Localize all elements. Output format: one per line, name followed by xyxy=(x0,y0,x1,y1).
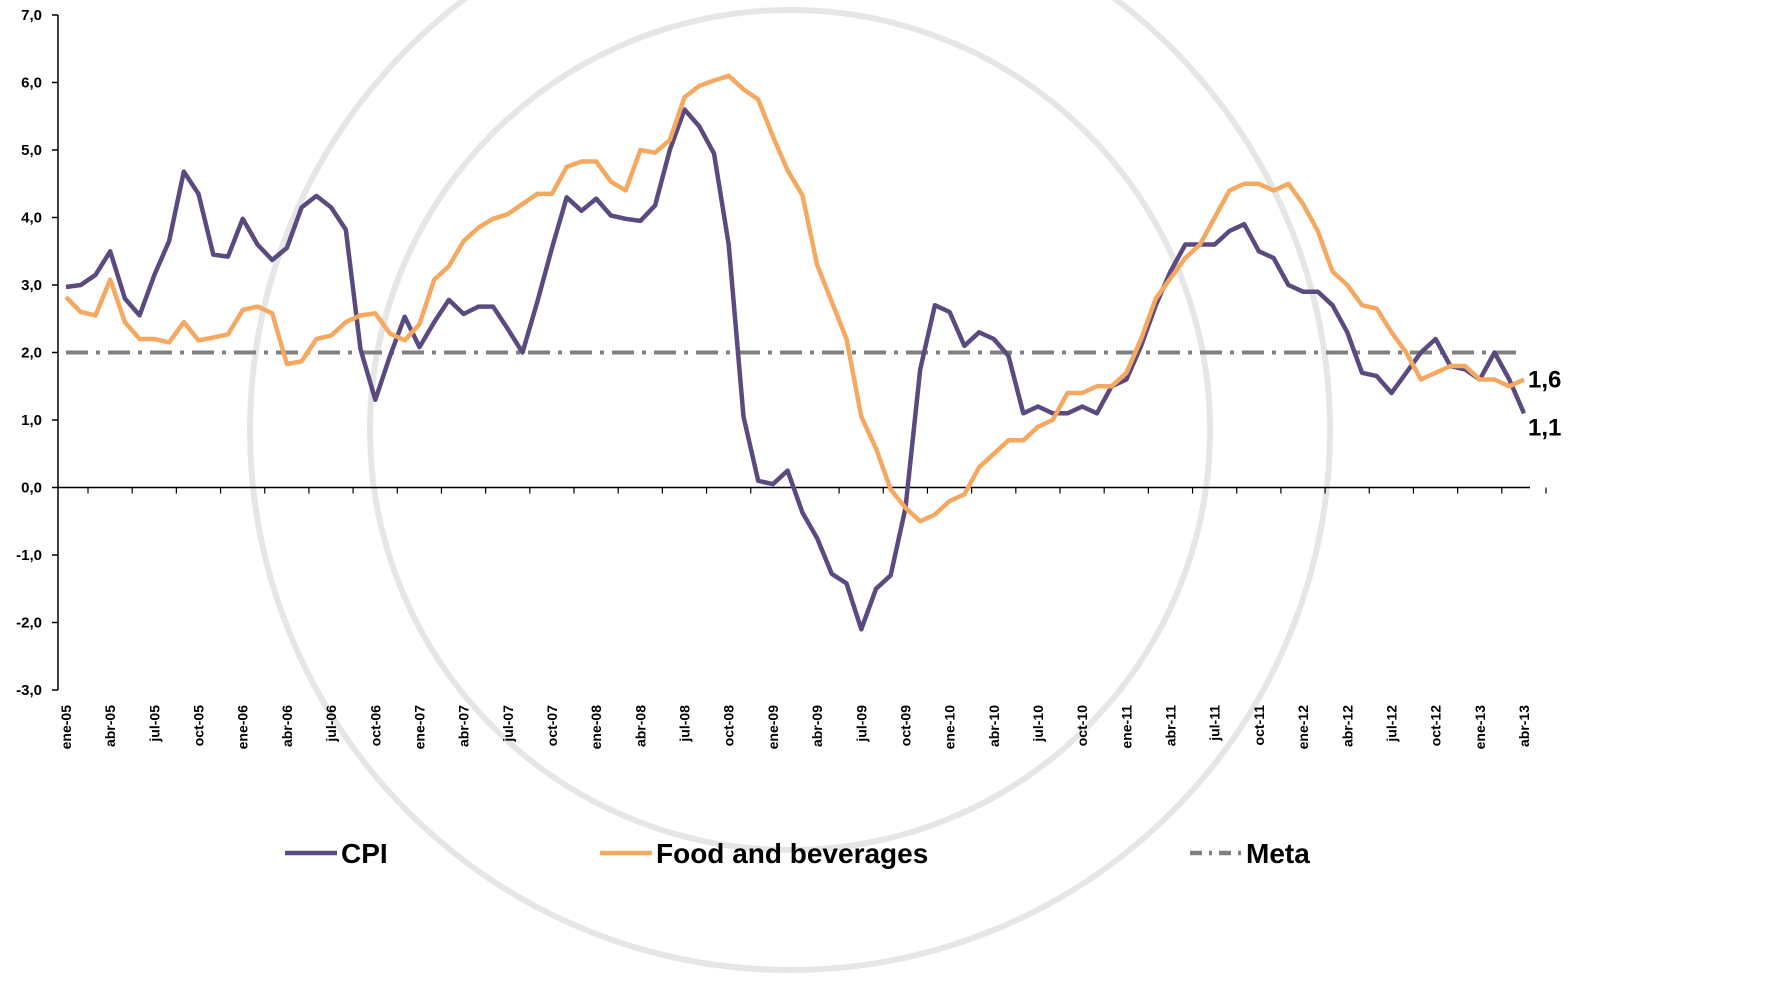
x-tick-label: jul-11 xyxy=(1207,705,1223,742)
x-tick-label: jul-08 xyxy=(677,705,693,743)
x-tick-label: ene-13 xyxy=(1472,705,1488,750)
x-tick-label: oct-09 xyxy=(897,705,913,746)
x-tick-label: jul-12 xyxy=(1383,705,1399,743)
x-tick-label: ene-07 xyxy=(411,705,427,750)
x-tick-label: oct-06 xyxy=(367,705,383,746)
x-tick-label: abr-12 xyxy=(1339,705,1355,747)
y-tick-label: -1,0 xyxy=(16,547,42,564)
x-tick-label: abr-05 xyxy=(102,705,118,747)
legend-label: Food and beverages xyxy=(656,838,928,869)
x-tick-label: ene-06 xyxy=(235,705,251,750)
y-tick-label: 4,0 xyxy=(21,210,42,227)
legend-label: CPI xyxy=(341,838,388,869)
x-tick-label: jul-07 xyxy=(500,705,516,743)
legend-label: Meta xyxy=(1246,838,1310,869)
data-label: 1,1 xyxy=(1528,414,1561,441)
x-tick-label: ene-09 xyxy=(765,705,781,750)
y-tick-label: 1,0 xyxy=(21,412,42,429)
watermark xyxy=(247,0,1333,973)
x-tick-label: jul-10 xyxy=(1030,705,1046,743)
x-tick-label: oct-12 xyxy=(1428,705,1444,746)
x-tick-label: ene-10 xyxy=(942,705,958,750)
x-tick-label: abr-10 xyxy=(986,705,1002,747)
y-tick-label: 5,0 xyxy=(21,142,42,159)
y-tick-label: -3,0 xyxy=(16,682,42,699)
x-tick-label: oct-08 xyxy=(721,705,737,746)
y-tick-label: -2,0 xyxy=(16,615,42,632)
data-label: 1,6 xyxy=(1528,367,1561,394)
y-tick-label: 3,0 xyxy=(21,277,42,294)
series-line xyxy=(65,107,1527,632)
x-tick-label: abr-06 xyxy=(279,705,295,747)
y-tick-label: 6,0 xyxy=(21,75,42,92)
x-tick-label: ene-08 xyxy=(588,705,604,750)
x-tick-label: jul-05 xyxy=(146,705,162,743)
series-line xyxy=(64,73,1525,524)
x-tick-label: abr-07 xyxy=(456,705,472,747)
x-tick-label: oct-07 xyxy=(544,705,560,746)
x-tick-label: oct-11 xyxy=(1251,705,1267,746)
x-tick-label: ene-11 xyxy=(1118,705,1134,749)
x-tick-label: jul-06 xyxy=(323,705,339,743)
y-tick-label: 7,0 xyxy=(21,7,42,24)
x-tick-label: ene-05 xyxy=(58,705,74,750)
x-tick-label: abr-13 xyxy=(1516,705,1532,747)
y-tick-label: 0,0 xyxy=(21,480,42,497)
x-tick-label: abr-11 xyxy=(1163,705,1179,746)
x-tick-label: ene-12 xyxy=(1295,705,1311,750)
x-tick-label: oct-05 xyxy=(191,705,207,746)
x-tick-label: abr-09 xyxy=(809,705,825,747)
x-tick-label: abr-08 xyxy=(632,705,648,747)
x-tick-label: oct-10 xyxy=(1074,705,1090,746)
x-tick-label: jul-09 xyxy=(853,705,869,743)
y-tick-label: 2,0 xyxy=(21,345,42,362)
